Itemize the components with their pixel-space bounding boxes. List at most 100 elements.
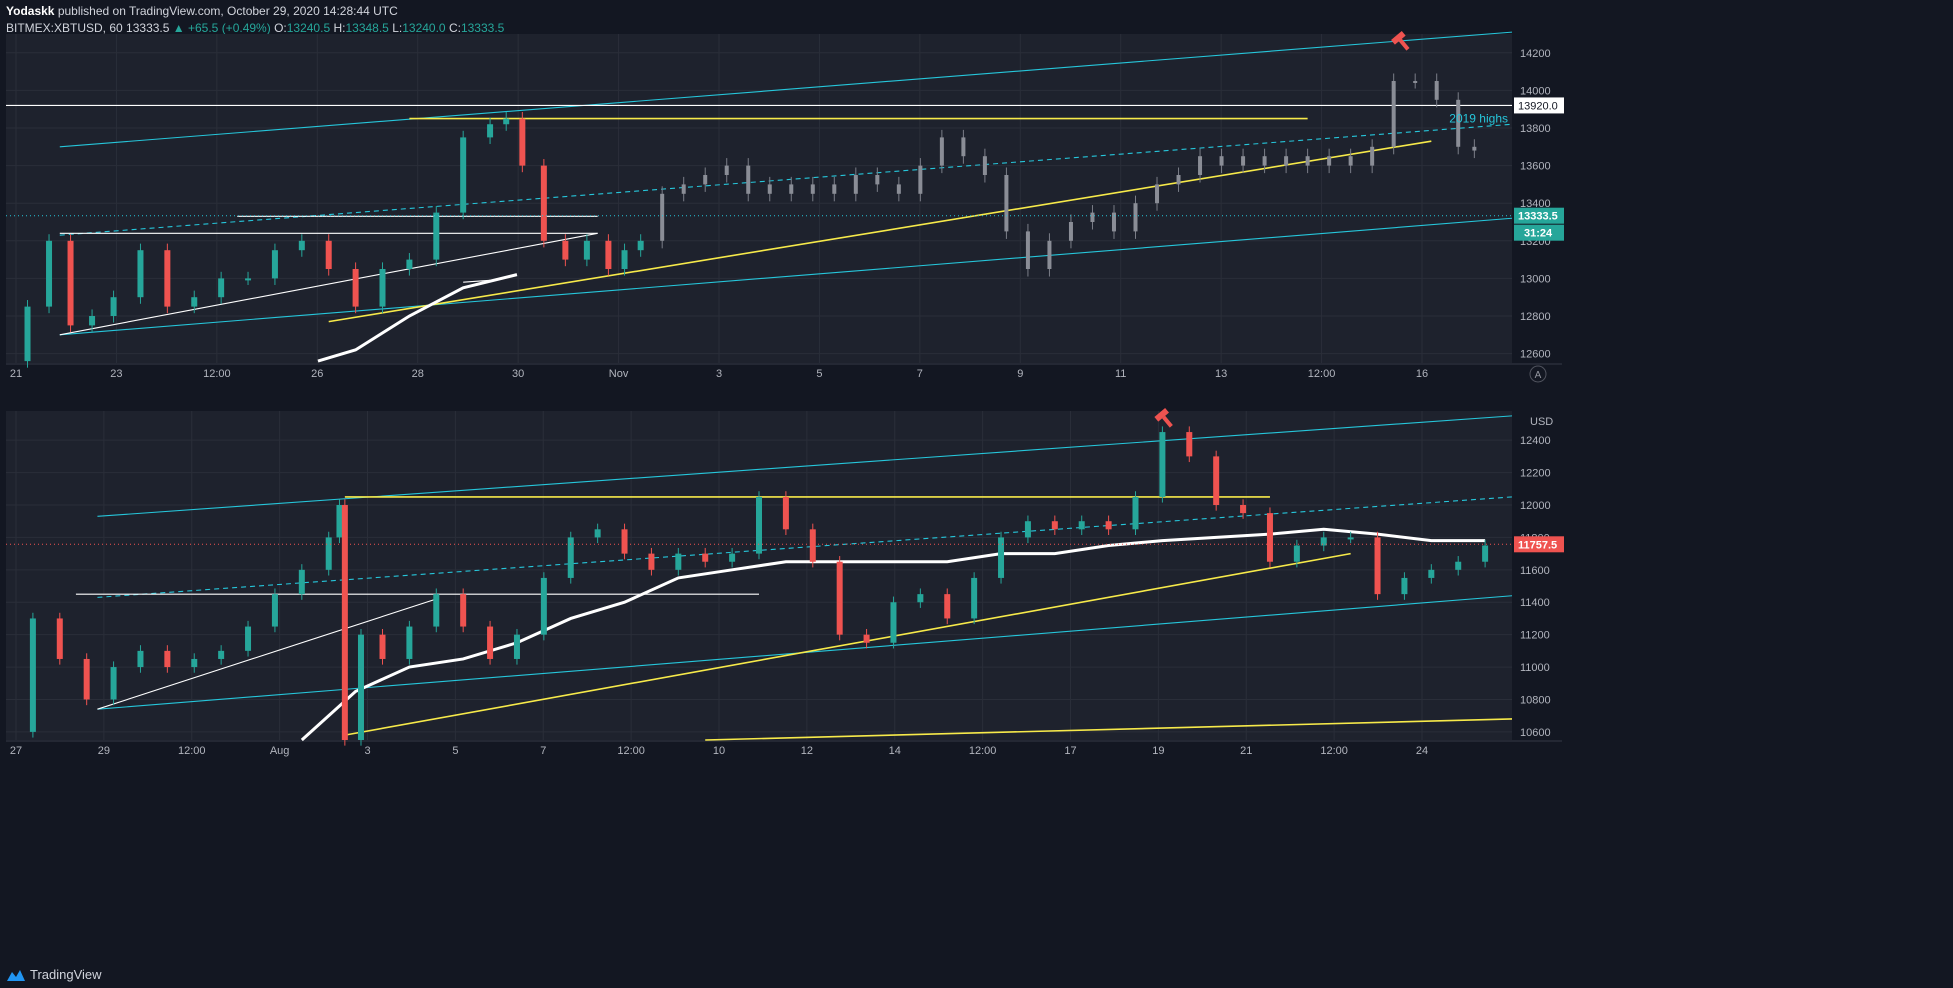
ghost-candle-body [1391, 81, 1396, 147]
footer: TradingView [6, 967, 102, 982]
tradingview-logo-icon [7, 969, 25, 981]
hammer-head [1154, 408, 1169, 422]
candle-body [540, 577, 547, 635]
trend-line-white [97, 598, 437, 710]
level-box [1514, 97, 1564, 114]
candle-body [1186, 432, 1193, 457]
change-value: ▲ +65.5 (+0.49%) [172, 21, 271, 35]
candle-body [1293, 545, 1300, 562]
y-tick-label: 12800 [1520, 311, 1551, 323]
x-tick-label: 5 [816, 368, 822, 380]
candle-body [460, 594, 467, 627]
candle-body [460, 137, 467, 213]
x-tick-label: 12:00 [1320, 745, 1348, 757]
candle-body [1024, 521, 1031, 538]
y-tick-label: 11600 [1520, 565, 1550, 577]
y-tick-label: 12400 [1520, 435, 1551, 447]
ghost-candle-body [1472, 146, 1477, 151]
ghost-candle-body [1155, 184, 1160, 204]
ghost-candle-body [1327, 156, 1332, 166]
candle-body [406, 626, 413, 659]
candle-body [1401, 577, 1408, 595]
y-tick-label: 10600 [1520, 727, 1551, 739]
ghost-candle-body [918, 165, 923, 194]
candle-body [1455, 561, 1462, 570]
candle-body [513, 634, 520, 659]
candle-body [944, 594, 951, 619]
y-tick-label: 11000 [1520, 662, 1550, 674]
current-price-tag: 11757.5 [6, 536, 1564, 553]
candle-body [336, 505, 343, 538]
author-name[interactable]: Yodaskk [6, 4, 55, 18]
symbol-label[interactable]: BITMEX:XBTUSD, 60 [6, 21, 123, 35]
y-tick-label: 13600 [1520, 161, 1551, 173]
trend-line-teal [59, 31, 1513, 148]
ghost-candle-body [767, 184, 772, 194]
close-value: 13333.5 [460, 21, 505, 35]
candle-body [245, 626, 252, 651]
y-tick-label: 12200 [1520, 468, 1551, 480]
ghost-candle-body [703, 175, 708, 185]
annotation-2019-highs: 2019 highs [1449, 112, 1508, 126]
x-tick-label: 29 [98, 745, 110, 757]
candle-body [379, 634, 386, 659]
x-tick-label: 19 [1152, 745, 1164, 757]
x-tick-label: 27 [10, 745, 22, 757]
candle-body [971, 577, 978, 619]
candle-body [1374, 537, 1381, 595]
open-value: 13240.5 [286, 21, 331, 35]
ghost-candle-body [875, 175, 880, 185]
ghost-candle-body [1133, 203, 1138, 232]
ghost-candle-body [982, 156, 987, 175]
x-tick-label: 12:00 [969, 745, 997, 757]
candle-body [46, 240, 53, 307]
close-label: C: [448, 21, 461, 35]
candle-body [137, 650, 144, 668]
ghost-candle-body [1090, 212, 1095, 222]
candle-body [890, 602, 897, 643]
y-tick-label: 10800 [1520, 694, 1551, 706]
candle-body [637, 240, 644, 251]
candle-body [218, 650, 225, 659]
candle-body [191, 297, 198, 307]
candle-body [503, 118, 510, 125]
ghost-candle-body [1176, 175, 1181, 185]
ghost-candle-body [1284, 156, 1289, 166]
brand-label[interactable]: TradingView [30, 967, 102, 982]
current-price-tag: 13333.5 31:24 [6, 207, 1564, 241]
trend-line-white [463, 279, 491, 283]
ghost-candle-body [939, 137, 944, 166]
x-tick-label: 10 [713, 745, 725, 757]
countdown-label: 31:24 [1524, 228, 1553, 240]
chart-canvas[interactable]: 1260012800130001320013400136001380014000… [0, 0, 1953, 960]
price-axis-background [1513, 34, 1567, 363]
candle-body [1051, 521, 1058, 530]
current-price-label: 13333.5 [1518, 211, 1558, 223]
candle-body [24, 306, 31, 362]
candle-body [729, 553, 736, 562]
hammer-handle [1162, 415, 1173, 428]
y-tick-label: 13400 [1520, 198, 1551, 210]
candle-body [605, 240, 612, 269]
ghost-candle-body [810, 184, 815, 194]
publish-text: published on TradingView.com, October 29… [57, 4, 398, 18]
ghost-candle-body [1198, 156, 1203, 175]
open-label: O: [274, 21, 287, 35]
candle-body [110, 667, 117, 700]
ghost-candle-body [724, 165, 729, 175]
x-tick-label: Aug [270, 745, 290, 757]
y-tick-label: 13000 [1520, 273, 1551, 285]
trend-line-yellow [328, 140, 1432, 323]
candle-body [245, 278, 252, 281]
candle-body [675, 553, 682, 570]
ghost-candle-body [660, 193, 665, 241]
trend-line-teal [59, 217, 1513, 336]
candle-body [756, 496, 762, 554]
candle-body [325, 537, 332, 570]
candle-body [191, 658, 198, 668]
hammer-icon [1154, 408, 1173, 428]
x-tick-label: 12:00 [1308, 368, 1336, 380]
ghost-candle-body [1241, 156, 1246, 166]
candle-body [271, 250, 278, 279]
candle-body [352, 269, 359, 307]
